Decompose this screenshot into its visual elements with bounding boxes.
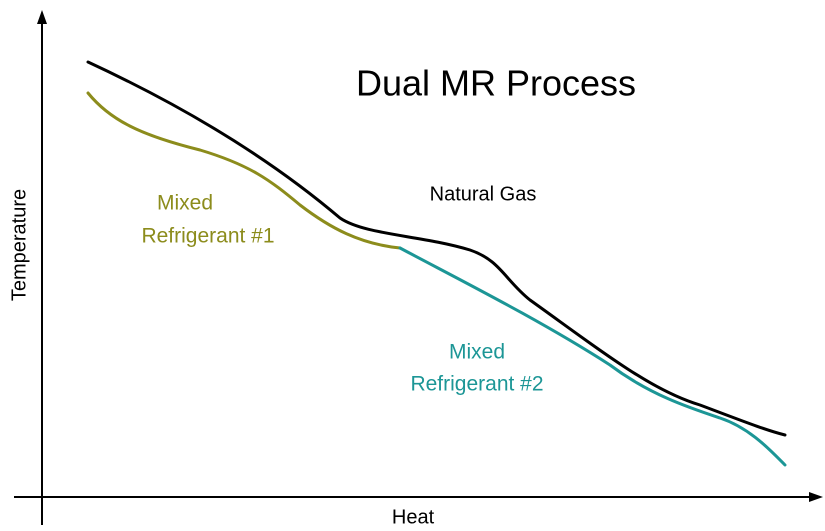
mixed-refrigerant-2-curve: [398, 246, 787, 467]
y-axis-arrow: [37, 10, 47, 24]
x-axis-label: Heat: [392, 506, 435, 528]
natural-gas-label: Natural Gas: [430, 183, 537, 205]
y-axis-label: Temperature: [8, 189, 30, 301]
title: Dual MR Process: [356, 63, 636, 104]
mr2-label: Refrigerant #2: [410, 373, 543, 396]
mr1-label: Refrigerant #1: [141, 225, 274, 248]
mixed-refrigerant-1-curve: [86, 91, 402, 250]
mr1-label: Mixed: [157, 192, 213, 215]
mr2-label: Mixed: [449, 341, 505, 364]
natural-gas-curve: [86, 60, 787, 437]
x-axis-arrow: [809, 492, 823, 502]
